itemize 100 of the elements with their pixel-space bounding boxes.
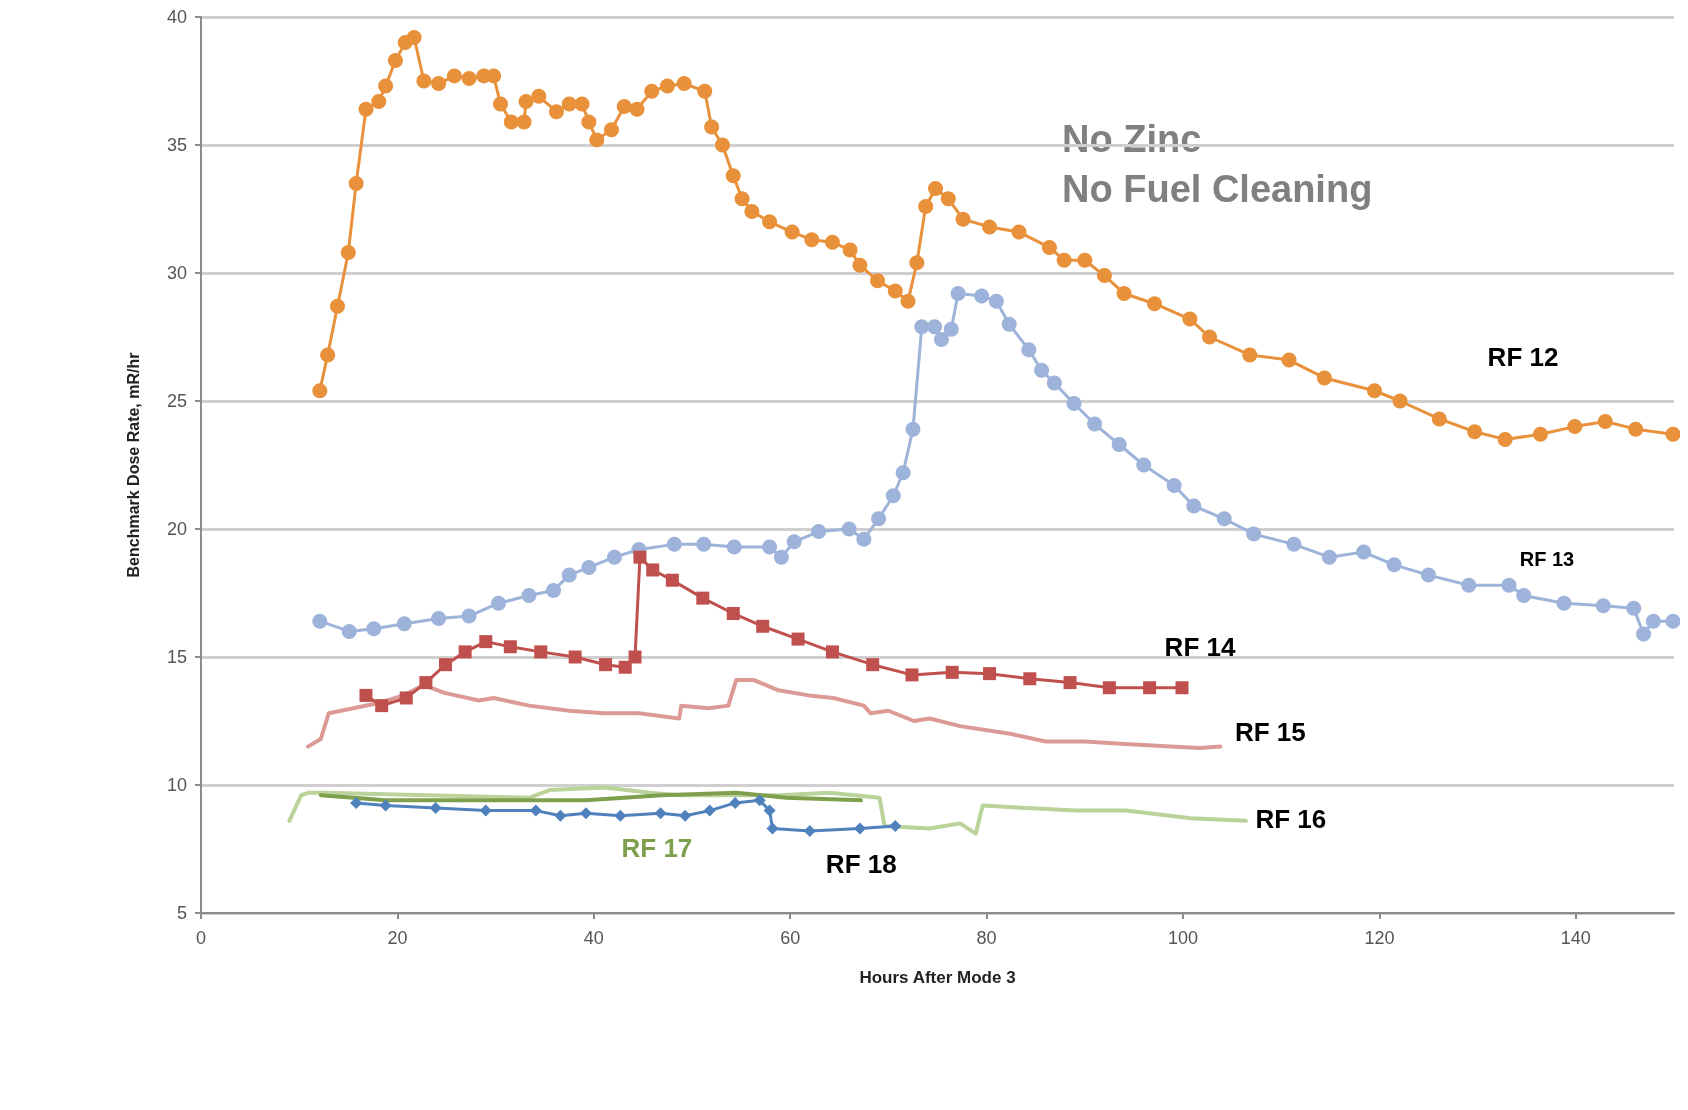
point [561, 567, 577, 583]
point [461, 608, 477, 624]
point [375, 699, 389, 713]
series-label: RF 17 [621, 833, 693, 864]
series-label: RF 18 [825, 848, 897, 879]
point [646, 563, 660, 577]
point [871, 511, 887, 527]
y-tick-label: 30 [166, 263, 187, 283]
point [1626, 600, 1642, 616]
point [1286, 536, 1302, 552]
point [726, 606, 740, 620]
point [458, 645, 472, 659]
point [786, 534, 802, 550]
point [1556, 595, 1572, 611]
point [1046, 375, 1062, 391]
point [1461, 577, 1477, 593]
series-label: RF 14 [1164, 631, 1236, 662]
point [696, 536, 712, 552]
y-tick-label: 5 [176, 903, 187, 923]
point [1175, 681, 1189, 695]
x-tick-label: 100 [1167, 928, 1199, 948]
point [945, 665, 959, 679]
point [1143, 681, 1157, 695]
point [988, 293, 1004, 309]
point [654, 807, 667, 820]
annotation: No Fuel Cleaning [1062, 168, 1373, 210]
y-tick-label: 15 [166, 647, 187, 667]
point [521, 588, 537, 604]
point [366, 621, 382, 637]
point [396, 616, 412, 632]
point [1023, 672, 1037, 686]
point [1421, 567, 1436, 583]
point [1636, 626, 1652, 642]
point [729, 796, 742, 809]
point [312, 613, 328, 629]
point [399, 691, 413, 705]
point [1034, 362, 1050, 378]
point [1665, 613, 1680, 629]
point [581, 559, 597, 575]
point [665, 573, 679, 587]
point [825, 645, 839, 659]
point [579, 807, 592, 820]
series-label: RF 13 [1519, 548, 1575, 571]
point [1021, 342, 1037, 358]
point [974, 288, 990, 304]
point [568, 650, 582, 664]
x-tick-label: 140 [1560, 928, 1591, 948]
point [359, 688, 373, 702]
x-axis-title: Hours After Mode 3 [859, 968, 1016, 987]
point [1102, 681, 1116, 695]
point [1111, 437, 1127, 453]
point [841, 521, 857, 537]
point [905, 668, 919, 682]
point [983, 667, 997, 681]
point [431, 611, 447, 627]
point [756, 619, 770, 633]
point [1063, 676, 1077, 690]
point [1356, 544, 1372, 560]
point [811, 524, 827, 540]
y-tick-label: 35 [166, 135, 187, 155]
point [666, 536, 682, 552]
point [1216, 511, 1232, 527]
x-tick-label: 40 [583, 928, 604, 948]
point [885, 488, 901, 504]
y-axis-title: Benchmark Dose Rate, mR/hr [124, 352, 142, 578]
point [889, 819, 902, 832]
point [762, 539, 778, 555]
point [1645, 613, 1661, 629]
y-tick-label: 25 [166, 391, 187, 411]
series-label: RF 15 [1234, 716, 1306, 747]
point [1321, 549, 1337, 565]
point [679, 809, 692, 822]
point [628, 650, 642, 664]
point [1516, 588, 1532, 604]
x-tick-label: 60 [780, 928, 801, 948]
point [419, 676, 433, 690]
x-tick-label: 0 [195, 928, 207, 948]
point [554, 809, 567, 822]
x-tick-label: 120 [1364, 928, 1395, 948]
point [791, 632, 805, 646]
point [503, 640, 517, 654]
point [606, 549, 622, 565]
point [1001, 316, 1017, 332]
point [933, 332, 949, 348]
point [895, 465, 911, 481]
point [379, 799, 392, 812]
point [1166, 477, 1182, 493]
y-tick-label: 20 [166, 519, 187, 539]
point [1066, 396, 1082, 412]
point [1595, 598, 1611, 614]
point [950, 285, 966, 301]
point [1501, 577, 1517, 593]
x-tick-label: 80 [976, 928, 997, 948]
point [905, 421, 921, 437]
point [439, 658, 453, 672]
point [927, 319, 943, 335]
point [1186, 498, 1202, 514]
y-tick-label: 10 [166, 775, 187, 795]
point [429, 802, 442, 815]
point [766, 822, 779, 835]
